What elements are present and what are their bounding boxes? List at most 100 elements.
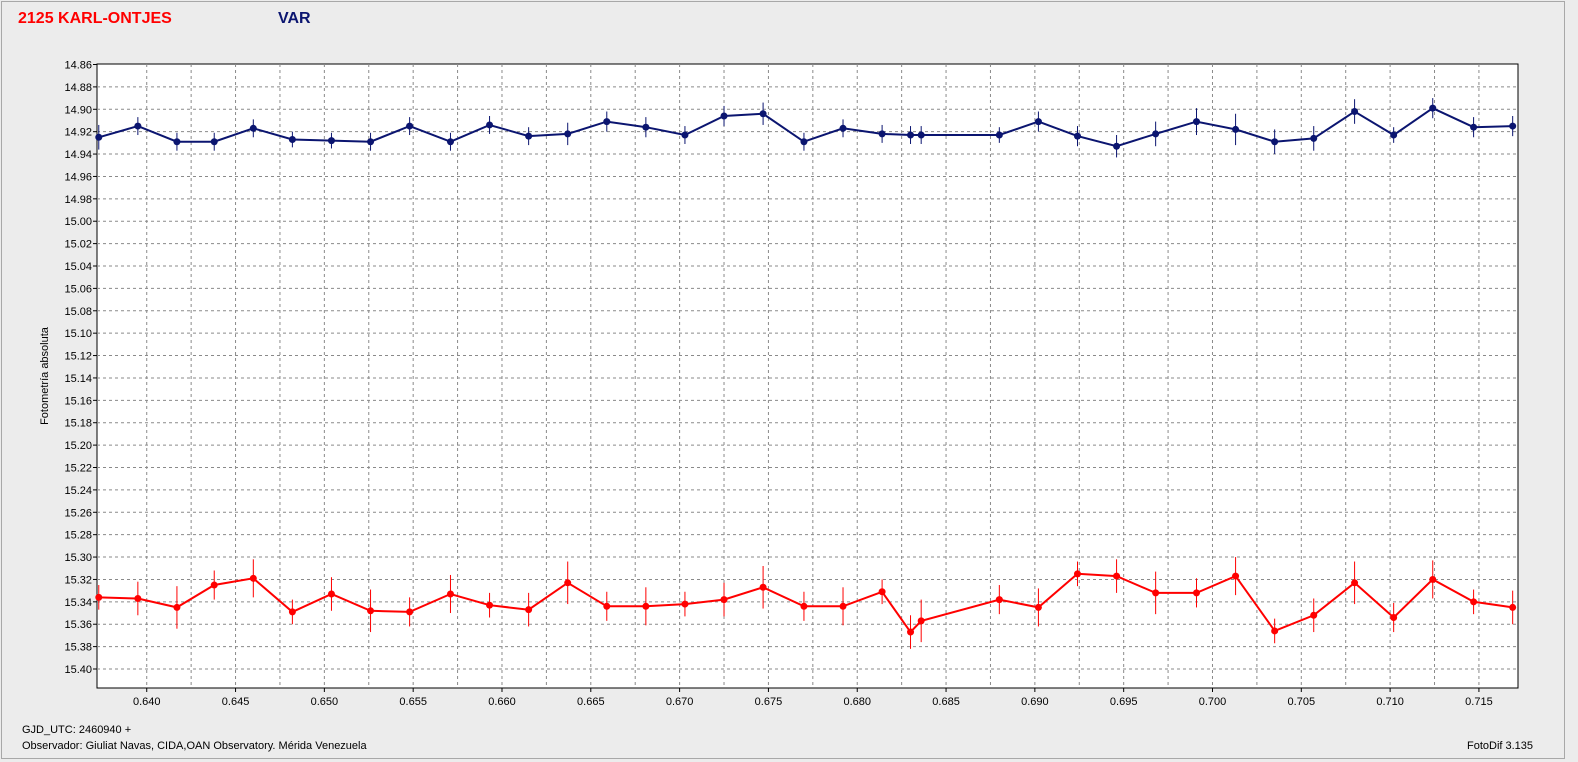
data-point: [95, 133, 103, 141]
data-point: [839, 124, 847, 132]
observer-label: Observador: Giuliat Navas, CIDA,OAN Obse…: [22, 740, 367, 752]
x-tick-label: 0.665: [577, 696, 605, 708]
data-point: [642, 602, 650, 610]
data-point: [327, 590, 335, 598]
x-tick-label: 0.640: [133, 696, 161, 708]
data-point: [525, 132, 533, 140]
data-point: [1310, 134, 1318, 142]
y-tick-label: 15.10: [64, 328, 92, 340]
data-point: [525, 606, 533, 614]
data-point: [907, 628, 915, 636]
series2-title: VAR: [278, 10, 311, 27]
y-tick-label: 15.30: [64, 552, 92, 564]
data-point: [486, 121, 494, 129]
y-tick-label: 15.02: [64, 239, 92, 251]
data-point: [367, 138, 375, 146]
y-tick-label: 15.34: [64, 597, 92, 609]
y-tick-label: 15.32: [64, 574, 92, 586]
data-point: [406, 608, 414, 616]
data-point: [210, 138, 218, 146]
y-axis: 14.86 14.88 14.90 14.92 14.94 14.96 14.98 15.00…: [64, 60, 97, 676]
data-point: [642, 123, 650, 131]
data-point: [173, 603, 181, 611]
data-point: [288, 136, 296, 144]
y-tick-label: 14.96: [64, 171, 92, 183]
data-point: [1113, 572, 1121, 580]
data-point: [406, 122, 414, 130]
x-tick-label: 0.685: [932, 696, 960, 708]
data-point: [1390, 131, 1398, 139]
data-point: [681, 131, 689, 139]
data-point: [288, 608, 296, 616]
y-tick-label: 15.38: [64, 642, 92, 654]
data-point: [1232, 125, 1240, 133]
data-point: [759, 583, 767, 591]
data-point: [134, 122, 142, 130]
series1-title: 2125 KARL-ONTJES: [18, 10, 172, 27]
data-point: [446, 138, 454, 146]
x-tick-label: 0.680: [843, 696, 871, 708]
x-tick-label: 0.655: [399, 696, 427, 708]
y-tick-label: 15.22: [64, 463, 92, 475]
y-tick-label: 15.16: [64, 395, 92, 407]
data-point: [1073, 132, 1081, 140]
y-tick-label: 14.98: [64, 194, 92, 206]
data-point: [249, 124, 257, 132]
y-tick-label: 15.28: [64, 530, 92, 542]
data-point: [603, 602, 611, 610]
data-point: [1073, 570, 1081, 578]
data-point: [878, 588, 886, 596]
series-group: [95, 98, 1517, 649]
data-point: [1429, 575, 1437, 583]
data-point: [1113, 142, 1121, 150]
data-point: [1351, 108, 1359, 116]
y-tick-label: 14.88: [64, 82, 92, 94]
data-point: [917, 131, 925, 139]
data-point: [681, 600, 689, 608]
x-tick-label: 0.650: [311, 696, 339, 708]
data-point: [1192, 589, 1200, 597]
y-tick-label: 15.06: [64, 283, 92, 295]
plot-area: [96, 63, 1519, 689]
data-point: [173, 138, 181, 146]
data-point: [564, 579, 572, 587]
series-var: [95, 98, 1517, 158]
data-point: [1470, 123, 1478, 131]
data-point: [1034, 603, 1042, 611]
version-label: FotoDif 3.135: [1467, 740, 1534, 752]
data-point: [95, 593, 103, 601]
data-point: [1271, 138, 1279, 146]
y-tick-label: 15.08: [64, 306, 92, 318]
x-tick-label: 0.705: [1288, 696, 1316, 708]
data-point: [1429, 104, 1437, 112]
y-axis-label: Fotometría absoluta: [39, 326, 51, 425]
data-point: [1034, 118, 1042, 126]
x-tick-label: 0.695: [1110, 696, 1138, 708]
data-point: [603, 118, 611, 126]
data-point: [1192, 118, 1200, 126]
y-tick-label: 14.86: [64, 60, 92, 72]
x-tick-label: 0.675: [755, 696, 783, 708]
data-point: [327, 137, 335, 145]
data-point: [486, 601, 494, 609]
y-tick-label: 15.20: [64, 440, 92, 452]
series-comparison: [95, 557, 1517, 649]
y-tick-label: 15.18: [64, 418, 92, 430]
x-tick-label: 0.700: [1199, 696, 1227, 708]
data-point: [210, 581, 218, 589]
data-point: [1509, 122, 1517, 130]
y-tick-label: 14.92: [64, 127, 92, 139]
x-tick-label: 0.645: [222, 696, 250, 708]
data-point: [1310, 611, 1318, 619]
data-point: [1152, 130, 1160, 138]
x-tick-label: 0.710: [1376, 696, 1404, 708]
data-point: [907, 131, 915, 139]
y-tick-label: 15.26: [64, 507, 92, 519]
data-point: [1470, 598, 1478, 606]
data-point: [800, 602, 808, 610]
data-point: [917, 617, 925, 625]
y-tick-label: 15.24: [64, 485, 92, 497]
y-tick-label: 15.36: [64, 619, 92, 631]
data-point: [1351, 579, 1359, 587]
